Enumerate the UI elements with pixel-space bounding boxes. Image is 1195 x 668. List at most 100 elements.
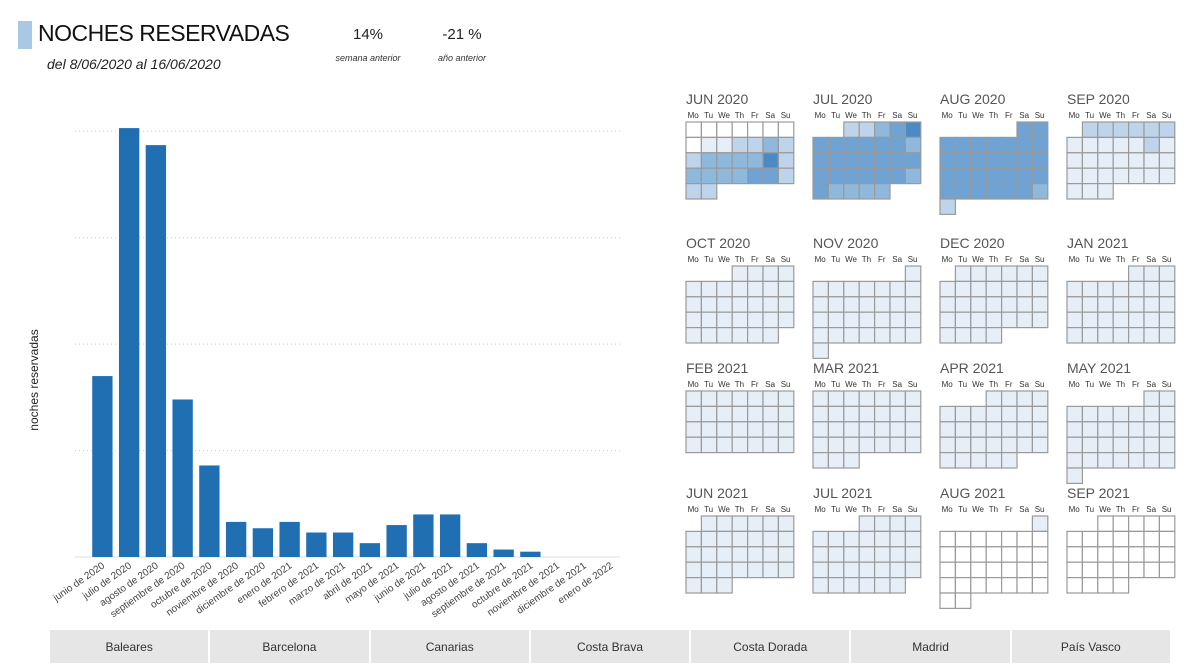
calendar-day-cell[interactable]	[1066, 327, 1083, 344]
calendar-day-cell[interactable]	[1143, 136, 1160, 154]
bar[interactable]	[279, 521, 300, 557]
calendar-day-cell[interactable]	[1066, 296, 1083, 313]
calendar-day-cell[interactable]	[812, 530, 829, 548]
calendar-day-cell[interactable]	[762, 436, 779, 454]
calendar-day-cell[interactable]	[954, 280, 972, 298]
calendar-day-cell[interactable]	[954, 436, 972, 454]
calendar-day-cell[interactable]	[746, 405, 764, 423]
calendar-day-cell[interactable]	[985, 167, 1003, 185]
bar[interactable]	[386, 525, 407, 557]
calendar-day-cell[interactable]	[1016, 152, 1033, 169]
calendar-day-cell[interactable]	[1000, 421, 1018, 438]
calendar-day-cell[interactable]	[954, 561, 972, 579]
calendar-day-cell[interactable]	[1097, 405, 1114, 423]
calendar-day-cell[interactable]	[985, 280, 1003, 298]
calendar-day-cell[interactable]	[685, 421, 702, 438]
calendar-day-cell[interactable]	[939, 311, 956, 329]
calendar-day-cell[interactable]	[843, 327, 860, 344]
calendar-day-cell[interactable]	[777, 167, 795, 185]
calendar-day-cell[interactable]	[1081, 546, 1099, 563]
calendar-day-cell[interactable]	[985, 576, 1003, 594]
calendar-day-cell[interactable]	[1097, 515, 1114, 532]
calendar-day-cell[interactable]	[762, 265, 779, 282]
calendar-day-cell[interactable]	[939, 452, 956, 469]
calendar-day-cell[interactable]	[716, 515, 733, 532]
calendar-day-cell[interactable]	[1031, 167, 1049, 185]
calendar-day-cell[interactable]	[746, 280, 764, 298]
calendar-day-cell[interactable]	[716, 405, 733, 423]
calendar-day-cell[interactable]	[1081, 167, 1099, 185]
calendar-day-cell[interactable]	[889, 515, 906, 532]
calendar-day-cell[interactable]	[827, 530, 845, 548]
calendar-day-cell[interactable]	[746, 421, 764, 438]
calendar-day-cell[interactable]	[970, 561, 987, 579]
calendar-day-cell[interactable]	[812, 576, 829, 594]
calendar-day-cell[interactable]	[843, 390, 860, 407]
calendar-day-cell[interactable]	[1143, 530, 1160, 548]
calendar-day-cell[interactable]	[1066, 405, 1083, 423]
bar[interactable]	[359, 543, 381, 557]
calendar-day-cell[interactable]	[777, 121, 795, 138]
calendar-day-cell[interactable]	[1112, 280, 1130, 298]
calendar-day-cell[interactable]	[985, 390, 1003, 407]
calendar-day-cell[interactable]	[1016, 311, 1033, 329]
calendar-day-cell[interactable]	[873, 576, 891, 594]
calendar-day-cell[interactable]	[843, 421, 860, 438]
calendar-day-cell[interactable]	[1066, 530, 1083, 548]
calendar-day-cell[interactable]	[873, 311, 891, 329]
calendar-day-cell[interactable]	[985, 327, 1003, 344]
calendar-day-cell[interactable]	[985, 296, 1003, 313]
calendar-day-cell[interactable]	[716, 561, 733, 579]
calendar-day-cell[interactable]	[985, 546, 1003, 563]
calendar-day-cell[interactable]	[873, 136, 891, 154]
calendar-day-cell[interactable]	[939, 530, 956, 548]
calendar-day-cell[interactable]	[939, 592, 956, 609]
calendar-day-cell[interactable]	[1158, 152, 1176, 169]
calendar-day-cell[interactable]	[1097, 327, 1114, 344]
calendar-day-cell[interactable]	[1158, 121, 1176, 138]
calendar-day-cell[interactable]	[812, 311, 829, 329]
calendar-day-cell[interactable]	[889, 327, 906, 344]
calendar-day-cell[interactable]	[970, 405, 987, 423]
calendar-day-cell[interactable]	[1016, 136, 1033, 154]
calendar-day-cell[interactable]	[858, 136, 876, 154]
calendar-day-cell[interactable]	[1143, 311, 1160, 329]
calendar-day-cell[interactable]	[1143, 152, 1160, 169]
calendar-day-cell[interactable]	[1112, 421, 1130, 438]
calendar-day-cell[interactable]	[889, 280, 906, 298]
calendar-day-cell[interactable]	[777, 561, 795, 579]
calendar-day-cell[interactable]	[873, 327, 891, 344]
calendar-day-cell[interactable]	[1016, 265, 1033, 282]
calendar-day-cell[interactable]	[858, 121, 876, 138]
calendar-day-cell[interactable]	[1143, 405, 1160, 423]
calendar-day-cell[interactable]	[858, 530, 876, 548]
calendar-day-cell[interactable]	[1000, 436, 1018, 454]
calendar-day-cell[interactable]	[685, 436, 702, 454]
calendar-day-cell[interactable]	[762, 167, 779, 185]
slicer-button-barcelona[interactable]: Barcelona	[210, 630, 371, 663]
calendar-day-cell[interactable]	[954, 592, 972, 609]
calendar-day-cell[interactable]	[873, 546, 891, 563]
calendar-day-cell[interactable]	[777, 296, 795, 313]
calendar-day-cell[interactable]	[873, 121, 891, 138]
calendar-day-cell[interactable]	[827, 183, 845, 200]
calendar-day-cell[interactable]	[889, 546, 906, 563]
calendar-day-cell[interactable]	[1031, 265, 1049, 282]
calendar-day-cell[interactable]	[970, 576, 987, 594]
calendar-day-cell[interactable]	[812, 136, 829, 154]
calendar-day-cell[interactable]	[777, 546, 795, 563]
calendar-day-cell[interactable]	[762, 561, 779, 579]
calendar-day-cell[interactable]	[1143, 265, 1160, 282]
calendar-day-cell[interactable]	[1097, 452, 1114, 469]
calendar-day-cell[interactable]	[1158, 311, 1176, 329]
calendar-day-cell[interactable]	[985, 421, 1003, 438]
calendar-day-cell[interactable]	[985, 183, 1003, 200]
calendar-day-cell[interactable]	[812, 183, 829, 200]
calendar-day-cell[interactable]	[1031, 546, 1049, 563]
calendar-day-cell[interactable]	[1000, 561, 1018, 579]
calendar-day-cell[interactable]	[1016, 436, 1033, 454]
calendar-day-cell[interactable]	[827, 421, 845, 438]
calendar-day-cell[interactable]	[1081, 436, 1099, 454]
calendar-day-cell[interactable]	[700, 515, 718, 532]
calendar-day-cell[interactable]	[731, 265, 749, 282]
